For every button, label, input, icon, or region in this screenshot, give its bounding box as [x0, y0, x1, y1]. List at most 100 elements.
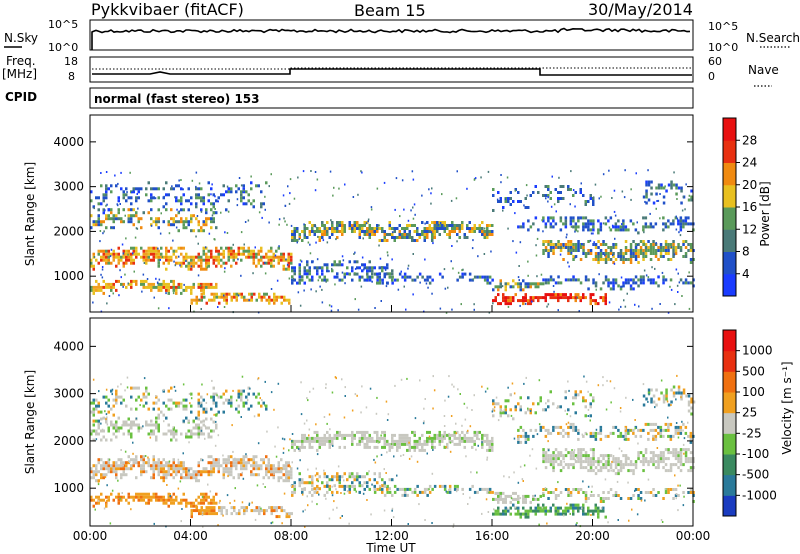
heatmap-cell — [92, 464, 95, 468]
heatmap-cell — [569, 246, 573, 249]
heatmap-cell — [110, 190, 113, 194]
heatmap-cell — [125, 464, 128, 468]
heatmap-cell — [486, 224, 489, 227]
heatmap-cell — [333, 275, 336, 279]
heatmap-cell — [356, 430, 359, 434]
heatmap-cell — [398, 487, 402, 491]
heatmap-cell — [465, 455, 467, 458]
heatmap-cell — [122, 470, 125, 474]
heatmap-cell — [264, 486, 266, 488]
heatmap-cell — [192, 255, 195, 259]
heatmap-cell — [466, 224, 469, 227]
heatmap-cell — [280, 252, 283, 256]
heatmap-cell — [180, 220, 183, 224]
heatmap-cell — [652, 463, 655, 467]
heatmap-cell — [428, 281, 432, 285]
heatmap-cell — [599, 225, 603, 229]
heatmap-cell — [155, 420, 158, 424]
heatmap-cell — [366, 272, 369, 276]
heatmap-cell — [456, 227, 459, 230]
heatmap-cell — [145, 395, 148, 399]
heatmap-cell — [100, 464, 103, 468]
heatmap-cell — [338, 224, 341, 227]
heatmap-cell — [127, 455, 130, 459]
heatmap-cell — [524, 293, 527, 297]
heatmap-cell — [395, 177, 398, 180]
heatmap-cell — [195, 476, 198, 480]
heatmap-cell — [674, 216, 678, 220]
heatmap-cell — [499, 494, 502, 498]
heatmap-cell — [522, 512, 525, 516]
heatmap-cell — [354, 267, 357, 270]
heatmap-cell — [557, 425, 560, 429]
heatmap-cell — [619, 252, 623, 255]
heatmap-cell — [298, 484, 301, 488]
heatmap-cell — [474, 177, 477, 180]
heatmap-cell — [692, 249, 695, 252]
heatmap-cell — [391, 227, 394, 230]
heatmap-cell — [112, 258, 115, 262]
heatmap-cell — [130, 423, 133, 427]
heatmap-cell — [358, 275, 361, 279]
heatmap-cell — [112, 423, 115, 427]
heatmap-cell — [476, 430, 479, 434]
heatmap-cell — [321, 266, 324, 270]
heatmap-cell — [161, 256, 164, 258]
heatmap-cell — [623, 438, 626, 441]
heatmap-cell — [122, 249, 125, 253]
heatmap-cell — [373, 478, 376, 482]
heatmap-cell — [172, 285, 175, 289]
heatmap-cell — [293, 233, 296, 236]
heatmap-cell — [504, 411, 507, 415]
heatmap-cell — [155, 401, 158, 405]
heatmap-cell — [333, 260, 336, 264]
heatmap-cell — [245, 453, 247, 456]
heatmap-cell — [524, 515, 527, 519]
heatmap-cell — [502, 411, 505, 415]
heatmap-cell — [329, 428, 331, 431]
heatmap-cell — [92, 498, 95, 502]
heatmap-cell — [597, 228, 600, 232]
heatmap-cell — [433, 227, 436, 230]
heatmap-cell — [383, 430, 386, 434]
heatmap-cell — [639, 246, 643, 249]
heatmap-cell — [127, 432, 130, 436]
heatmap-cell — [105, 214, 108, 218]
heatmap-cell — [270, 506, 273, 510]
heatmap-cell — [246, 399, 249, 402]
heatmap-cell — [366, 436, 369, 440]
heatmap-cell — [652, 460, 655, 464]
heatmap-cell — [453, 227, 456, 230]
heatmap-cell — [157, 226, 160, 230]
heatmap-cell — [662, 400, 666, 404]
heatmap-cell — [564, 409, 566, 412]
heatmap-cell — [592, 258, 595, 261]
heatmap-cell — [483, 253, 486, 255]
heatmap-cell — [549, 243, 553, 246]
heatmap-cell — [135, 199, 138, 203]
heatmap-cell — [584, 494, 588, 497]
heatmap-cell — [336, 436, 339, 440]
nsky-label: N.Sky — [4, 31, 38, 45]
heatmap-cell — [210, 252, 213, 256]
heatmap-cell — [299, 304, 302, 307]
heatmap-cell — [105, 395, 108, 399]
heatmap-cell — [195, 470, 198, 474]
heatmap-cell — [524, 434, 528, 438]
heatmap-cell — [95, 407, 98, 411]
heatmap-cell — [647, 478, 650, 481]
heatmap-cell — [185, 252, 188, 256]
heatmap-cell — [667, 403, 671, 407]
heatmap-cell — [672, 243, 675, 246]
heatmap-cell — [398, 433, 401, 437]
heatmap-cell — [577, 509, 580, 513]
heatmap-cell — [192, 419, 195, 423]
heatmap-cell — [522, 506, 525, 510]
heatmap-cell — [655, 403, 658, 407]
heatmap-cell — [152, 473, 155, 477]
heatmap-cell — [155, 249, 158, 253]
heatmap-cell — [137, 252, 140, 256]
heatmap-cell — [202, 459, 204, 462]
heatmap-cell — [491, 445, 494, 449]
heatmap-cell — [172, 464, 175, 468]
